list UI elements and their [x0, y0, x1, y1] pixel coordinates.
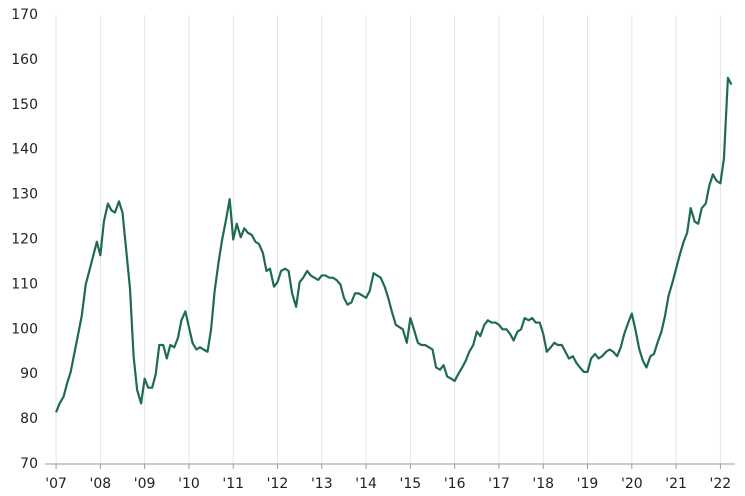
x-tick-label: '19 — [577, 476, 599, 492]
x-tick-label: '20 — [621, 476, 643, 492]
data-line — [55, 76, 733, 413]
y-tick-label: 70 — [20, 456, 38, 472]
x-tick-label: '17 — [488, 476, 510, 492]
x-tick-label: '08 — [90, 476, 112, 492]
x-tick-label: '13 — [311, 476, 333, 492]
x-tick-label: '14 — [355, 476, 377, 492]
x-tick-label: '16 — [444, 476, 466, 492]
y-tick-label: 140 — [11, 142, 38, 158]
x-tick-label: '09 — [134, 476, 156, 492]
x-tick-label: '22 — [710, 476, 732, 492]
y-tick-label: 170 — [11, 7, 38, 23]
y-tick-label: 100 — [11, 321, 38, 337]
x-tick-label: '10 — [178, 476, 200, 492]
y-tick-label: 150 — [11, 97, 38, 113]
x-tick-label: '21 — [665, 476, 687, 492]
x-tick-label: '11 — [222, 476, 244, 492]
x-tick-label: '12 — [267, 476, 289, 492]
y-tick-label: 90 — [20, 366, 38, 382]
y-tick-label: 130 — [11, 187, 38, 203]
x-tick-label: '07 — [45, 476, 67, 492]
y-tick-label: 160 — [11, 52, 38, 68]
x-tick-label: '15 — [400, 476, 422, 492]
y-tick-label: 80 — [20, 411, 38, 427]
y-tick-label: 110 — [11, 276, 38, 292]
y-tick-label: 120 — [11, 232, 38, 248]
x-tick-label: '18 — [532, 476, 554, 492]
